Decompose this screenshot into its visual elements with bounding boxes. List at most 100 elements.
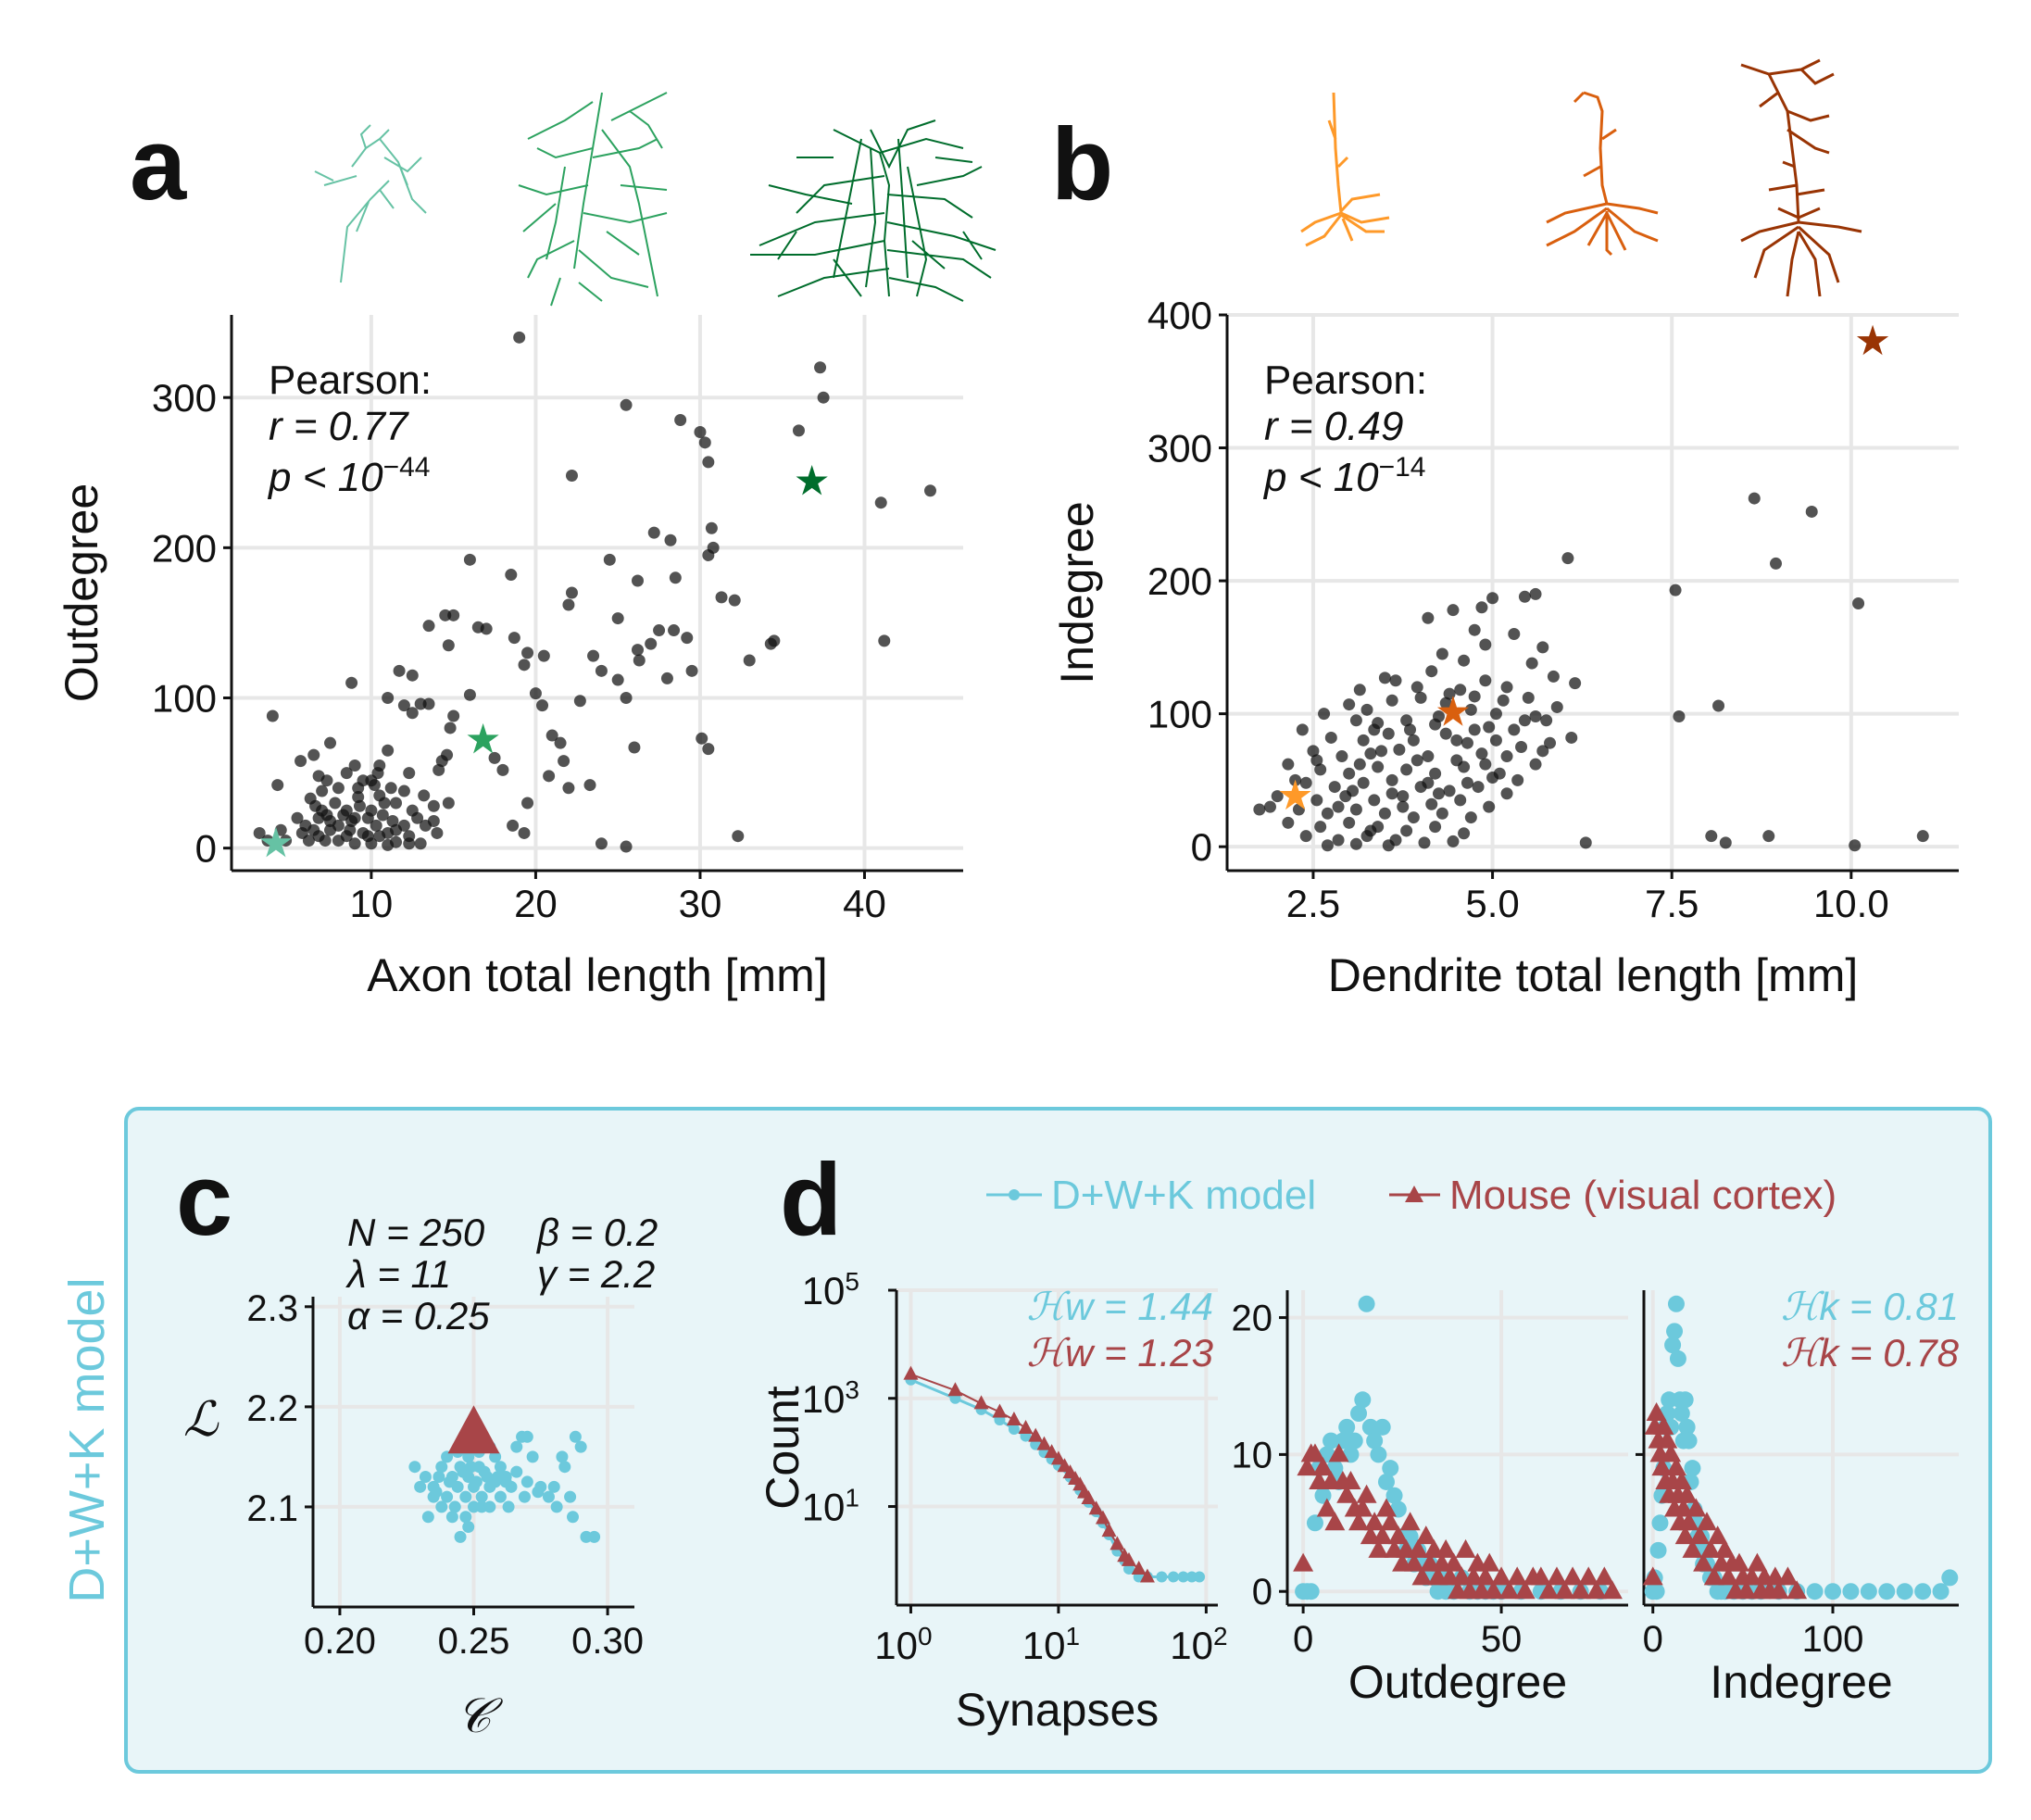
d2-mouse-point: [1530, 1566, 1551, 1586]
a-data-point: [653, 624, 666, 637]
a-data-point: [628, 741, 641, 754]
d1-stat-mouse: ℋw = 1.23: [1027, 1331, 1213, 1374]
c-model-point: [448, 1500, 461, 1513]
b-data-point: [1565, 731, 1578, 744]
b-x-tick-label: 2.5: [1286, 882, 1340, 925]
d2-model-point: [1314, 1487, 1332, 1504]
b-data-point: [1561, 552, 1574, 565]
a-data-point: [403, 837, 416, 850]
legend-mouse-label: Mouse (visual cortex): [1449, 1173, 1837, 1218]
c-model-point: [492, 1471, 505, 1484]
panel-label-c: c: [176, 1143, 232, 1257]
b-data-point: [1458, 827, 1471, 840]
c-param-right: β = 0.2: [535, 1211, 658, 1254]
a-y-tick-label: 0: [195, 827, 217, 871]
b-data-point: [1347, 784, 1360, 797]
d2-mouse-point: [1443, 1552, 1464, 1572]
b-data-point: [1407, 734, 1420, 747]
c-model-point: [547, 1480, 560, 1493]
c-model-point: [462, 1521, 475, 1534]
a-data-point: [732, 830, 745, 843]
c-model-point: [532, 1486, 545, 1499]
c-model-point: [433, 1471, 445, 1484]
d1-mouse-point: [1018, 1420, 1034, 1435]
d2-mouse-point: [1316, 1498, 1337, 1517]
b-data-point: [1282, 816, 1295, 829]
d1-x-tick-exponent: 2: [1213, 1622, 1228, 1651]
b-data-point: [1712, 699, 1725, 712]
a-data-point: [705, 521, 718, 534]
d2-mouse-point: [1304, 1443, 1325, 1462]
b-data-point: [1464, 703, 1477, 716]
d2-model-point: [1350, 1405, 1368, 1423]
d2-model-point: [1377, 1473, 1395, 1490]
b-data-point: [1705, 830, 1718, 843]
a-data-point: [743, 654, 756, 667]
d1-mouse-point: [1028, 1427, 1044, 1442]
d1-x-axis-label: Synapses: [956, 1684, 1160, 1736]
a-stats-p: p < 10−44: [267, 452, 430, 501]
a-data-point: [348, 759, 361, 772]
b-data-point: [1550, 700, 1563, 713]
a-data-point: [324, 823, 337, 836]
c-model-point: [475, 1490, 488, 1503]
d3-model-point: [1651, 1514, 1669, 1532]
c-param-left: λ = 11: [345, 1252, 451, 1296]
a-data-point: [715, 591, 728, 604]
b-data-point: [1422, 776, 1435, 789]
a-data-point: [480, 622, 493, 635]
b-data-point: [1479, 674, 1492, 687]
b-data-point: [1378, 807, 1391, 820]
d3-model-point: [1878, 1583, 1896, 1600]
dendrite-morphology-large: [1740, 58, 1862, 297]
a-data-point: [463, 688, 476, 701]
c-model-point: [441, 1450, 454, 1463]
c-model-point: [435, 1500, 448, 1513]
d1-model-point: [1122, 1563, 1135, 1575]
d2-mouse-point: [1601, 1580, 1623, 1600]
b-data-point: [1518, 590, 1531, 603]
b-data-point: [1916, 830, 1929, 843]
d1-model-point: [1177, 1571, 1189, 1583]
d2-mouse-point: [1415, 1525, 1436, 1545]
a-data-point: [397, 784, 410, 797]
b-data-point: [1454, 684, 1467, 697]
d3-stat-mouse: ℋk = 0.78: [1781, 1331, 1960, 1374]
d2-mouse-point: [1352, 1498, 1373, 1517]
d2-mouse-point: [1372, 1525, 1393, 1545]
a-data-point: [685, 664, 698, 677]
d2-mouse-point: [1554, 1580, 1575, 1600]
c-model-point: [494, 1461, 507, 1474]
d1-stat-model: ℋw = 1.44: [1027, 1285, 1213, 1328]
b-data-point: [1418, 836, 1431, 849]
a-data-point: [696, 732, 708, 745]
chart-a-outdegree-vs-axon-length: 10 20 30 40 0 100 200 300 Axon total length [mm]…: [56, 315, 963, 1001]
d2-mouse-point: [1474, 1566, 1496, 1586]
b-data-point: [1299, 830, 1312, 843]
d1-model-point: [1008, 1423, 1020, 1435]
d2-mouse-point: [1594, 1566, 1615, 1586]
a-data-point: [595, 837, 608, 850]
d2-mouse-point: [1348, 1512, 1370, 1531]
d2-model-point: [1358, 1295, 1375, 1312]
b-data-point: [1805, 505, 1818, 518]
a-data-point: [562, 782, 575, 795]
a-data-point: [768, 634, 781, 647]
a-data-point: [543, 770, 556, 783]
a-data-point: [537, 649, 550, 662]
d2-mouse-point: [1293, 1552, 1314, 1572]
d1-mouse-point: [973, 1395, 989, 1410]
d2-mouse-point: [1411, 1566, 1433, 1586]
a-data-point: [694, 425, 707, 438]
a-data-point: [447, 609, 460, 621]
b-data-point: [1544, 736, 1557, 749]
c-model-point: [443, 1475, 456, 1488]
b-data-point: [1439, 697, 1452, 709]
a-data-point: [611, 612, 624, 625]
c-model-point: [510, 1465, 523, 1478]
d2-mouse-point: [1403, 1552, 1424, 1572]
d3-model-point: [1842, 1583, 1860, 1600]
d3-mouse-point: [1728, 1552, 1749, 1572]
b-data-point: [1263, 800, 1276, 813]
b-data-point: [1310, 754, 1323, 767]
